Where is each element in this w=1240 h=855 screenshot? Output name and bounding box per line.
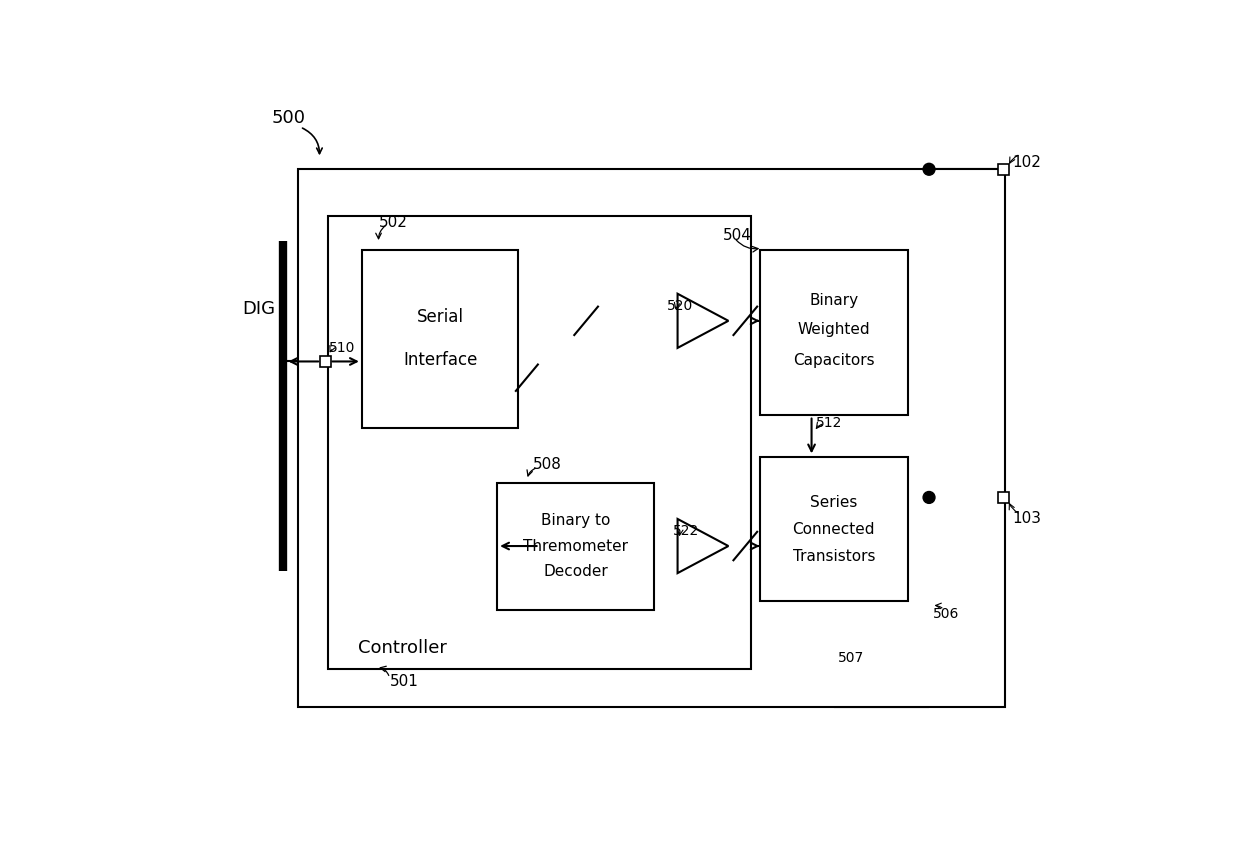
Text: 510: 510 bbox=[329, 341, 355, 355]
Text: 504: 504 bbox=[723, 227, 753, 243]
Text: Transistors: Transistors bbox=[792, 549, 875, 563]
Text: Weighted: Weighted bbox=[797, 322, 870, 337]
Circle shape bbox=[923, 492, 935, 504]
Text: Controller: Controller bbox=[357, 639, 446, 657]
Text: Serial: Serial bbox=[417, 309, 464, 327]
Text: 102: 102 bbox=[1012, 155, 1040, 170]
Bar bbox=[299, 169, 1006, 707]
Text: Connected: Connected bbox=[792, 522, 875, 537]
Text: Interface: Interface bbox=[403, 351, 477, 369]
Bar bbox=[998, 164, 1009, 174]
Text: 522: 522 bbox=[673, 524, 699, 538]
Text: DIG: DIG bbox=[242, 300, 275, 318]
Text: Capacitors: Capacitors bbox=[792, 353, 874, 368]
Bar bbox=[362, 250, 518, 428]
Bar bbox=[320, 356, 331, 367]
Text: 103: 103 bbox=[1012, 511, 1042, 526]
Text: Series: Series bbox=[810, 494, 858, 510]
Text: Decoder: Decoder bbox=[543, 564, 608, 579]
Text: 506: 506 bbox=[934, 607, 960, 621]
Circle shape bbox=[923, 163, 935, 175]
Text: Thremometer: Thremometer bbox=[523, 539, 627, 553]
Text: Binary to: Binary to bbox=[541, 513, 610, 528]
Bar bbox=[497, 482, 653, 610]
Polygon shape bbox=[677, 519, 728, 573]
Polygon shape bbox=[677, 294, 728, 348]
Text: 512: 512 bbox=[816, 416, 842, 430]
Text: Binary: Binary bbox=[810, 292, 858, 308]
Text: 502: 502 bbox=[378, 215, 408, 230]
Bar bbox=[760, 457, 908, 601]
Text: 520: 520 bbox=[667, 298, 693, 313]
Bar bbox=[760, 250, 908, 415]
Text: 508: 508 bbox=[533, 457, 562, 472]
Bar bbox=[998, 492, 1009, 503]
Text: 507: 507 bbox=[838, 651, 864, 665]
Bar bbox=[327, 215, 751, 669]
Text: 500: 500 bbox=[272, 109, 305, 127]
Text: 501: 501 bbox=[389, 674, 419, 689]
